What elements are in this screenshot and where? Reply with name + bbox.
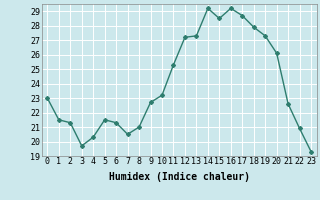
X-axis label: Humidex (Indice chaleur): Humidex (Indice chaleur): [109, 172, 250, 182]
